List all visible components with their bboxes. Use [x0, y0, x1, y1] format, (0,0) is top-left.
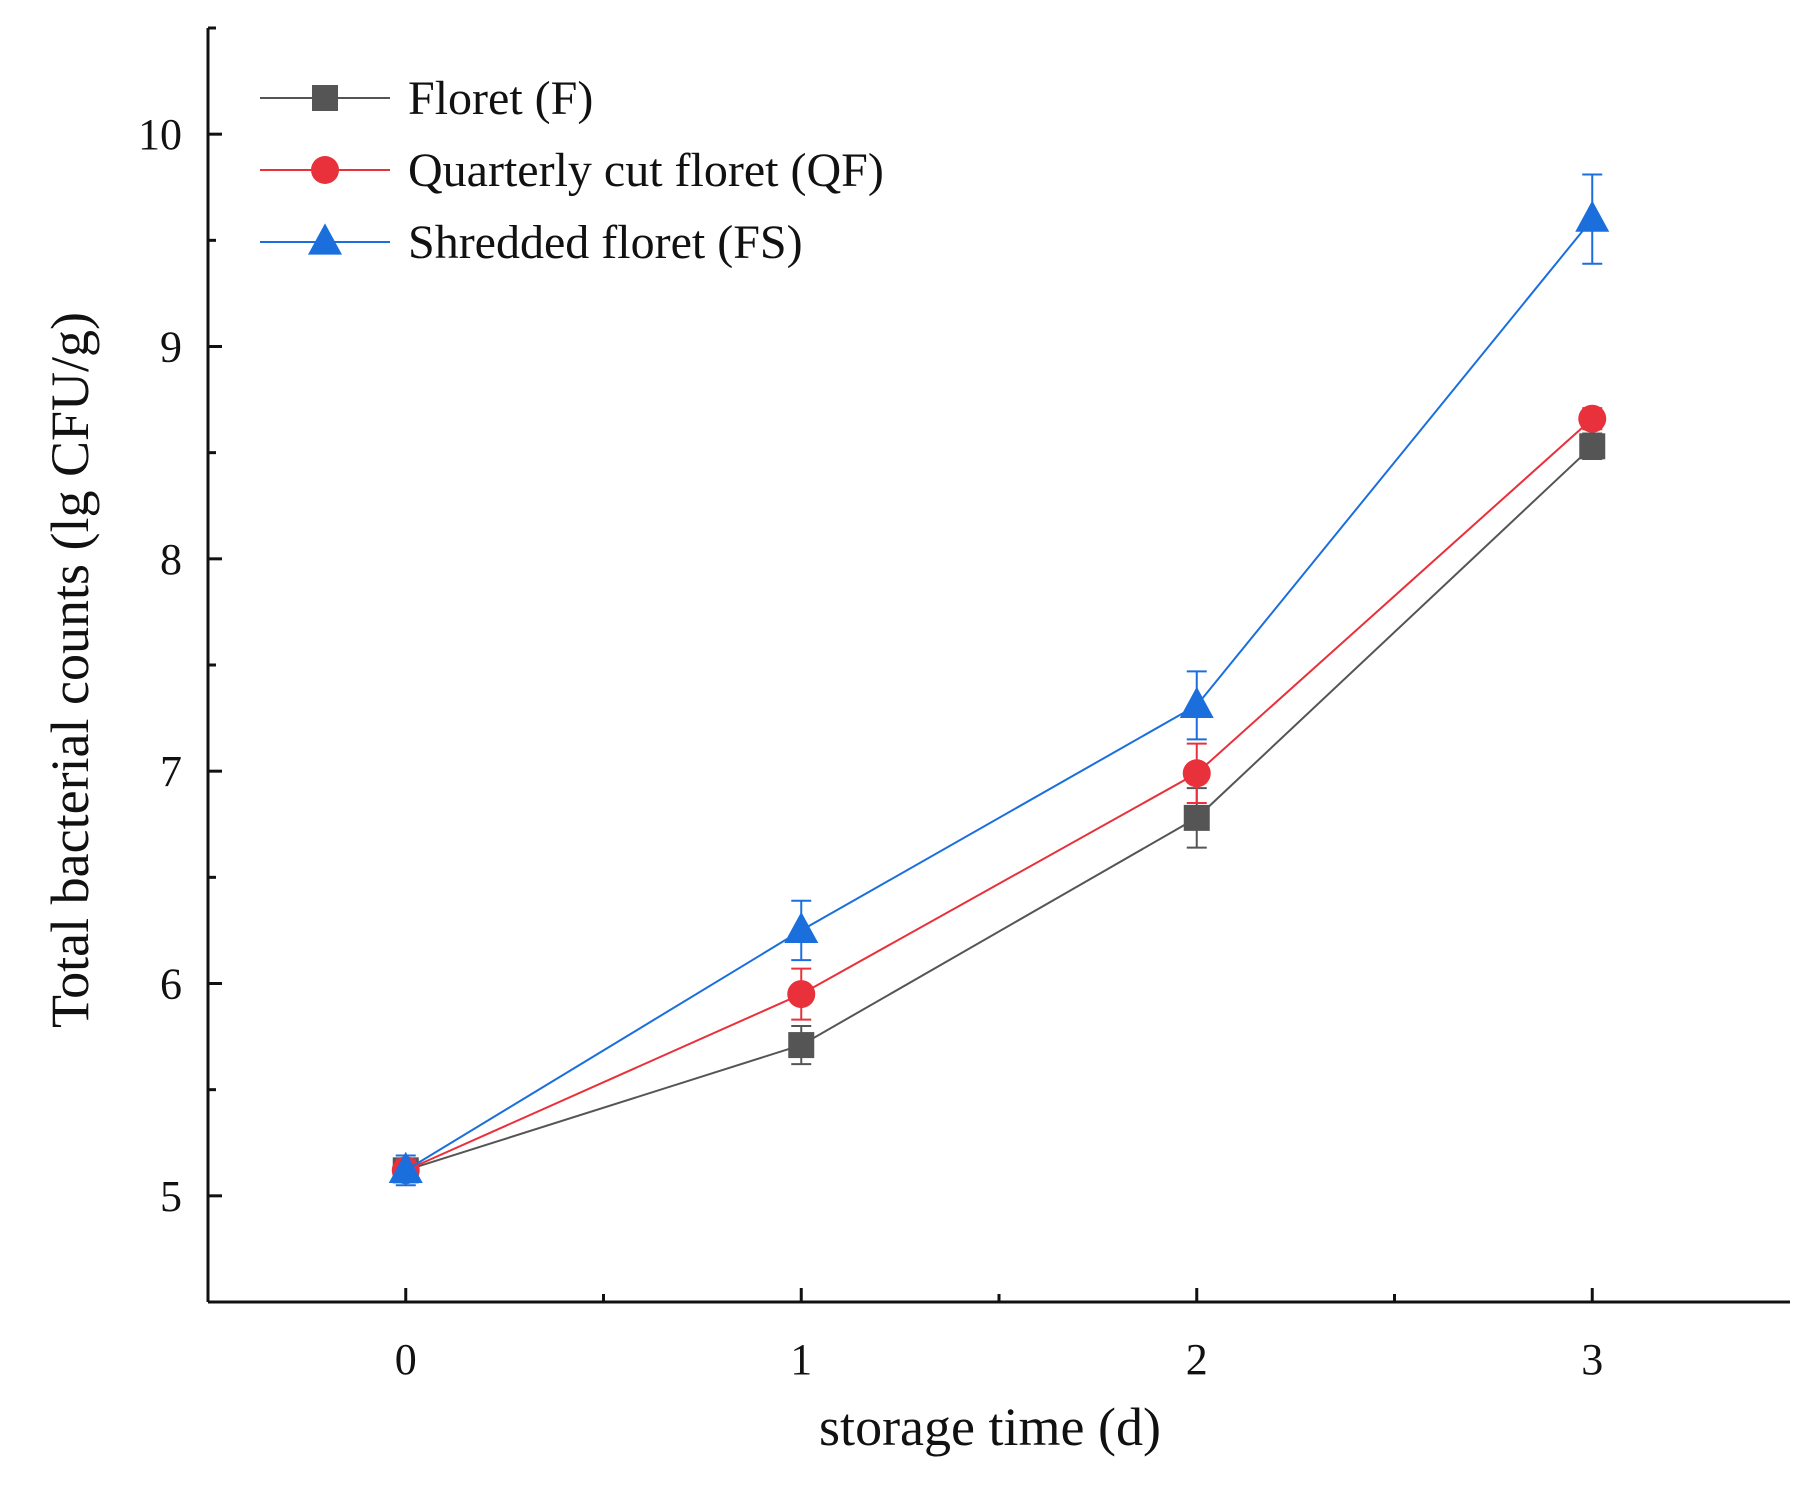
y-tick-label: 10 [138, 110, 182, 159]
x-tick-label: 3 [1581, 1335, 1603, 1384]
series-line [405, 218, 1594, 1172]
series-line [405, 417, 1593, 1172]
legend: Floret (F) Quarterly cut floret (QF) Shred… [260, 72, 884, 269]
y-tick-label: 9 [160, 323, 182, 372]
data-point [788, 1032, 815, 1059]
series-layer [388, 173, 1610, 1187]
data-point [784, 911, 819, 944]
legend-item-0: Floret (F) [260, 72, 593, 125]
x-tick-label: 1 [790, 1335, 812, 1384]
data-point [1182, 759, 1211, 788]
series-line [405, 445, 1593, 1172]
legend-marker [311, 156, 339, 184]
y-tick-label: 7 [160, 747, 182, 796]
y-tick-label: 5 [160, 1172, 182, 1221]
legend-label: Quarterly cut floret (QF) [408, 144, 884, 197]
data-point [787, 980, 816, 1009]
y-tick-label: 6 [160, 960, 182, 1009]
data-point [1183, 804, 1210, 831]
legend-item-1: Quarterly cut floret (QF) [260, 144, 884, 197]
data-point [1575, 200, 1610, 232]
axis-titles: storage time (d) Total bacterial counts … [40, 312, 1161, 1457]
series-0 [392, 432, 1606, 1184]
legend-marker [308, 223, 342, 255]
x-tick-label: 2 [1186, 1335, 1208, 1384]
x-axis-title: storage time (d) [819, 1397, 1161, 1457]
y-axis-title: Total bacterial counts (lg CFU/g) [40, 312, 100, 1028]
data-point [1179, 686, 1214, 718]
legend-label: Shredded floret (FS) [408, 216, 803, 269]
y-tick-label: 8 [160, 535, 182, 584]
axes: 5 6 7 8 9 10 0 1 2 3 [138, 26, 1790, 1384]
legend-item-2: Shredded floret (FS) [260, 216, 803, 269]
legend-marker [312, 85, 338, 111]
data-point [1579, 433, 1606, 460]
data-point [1578, 404, 1607, 433]
x-tick-label: 0 [395, 1335, 417, 1384]
data-point [388, 1151, 423, 1183]
legend-label: Floret (F) [408, 72, 593, 125]
series-2 [388, 173, 1610, 1187]
